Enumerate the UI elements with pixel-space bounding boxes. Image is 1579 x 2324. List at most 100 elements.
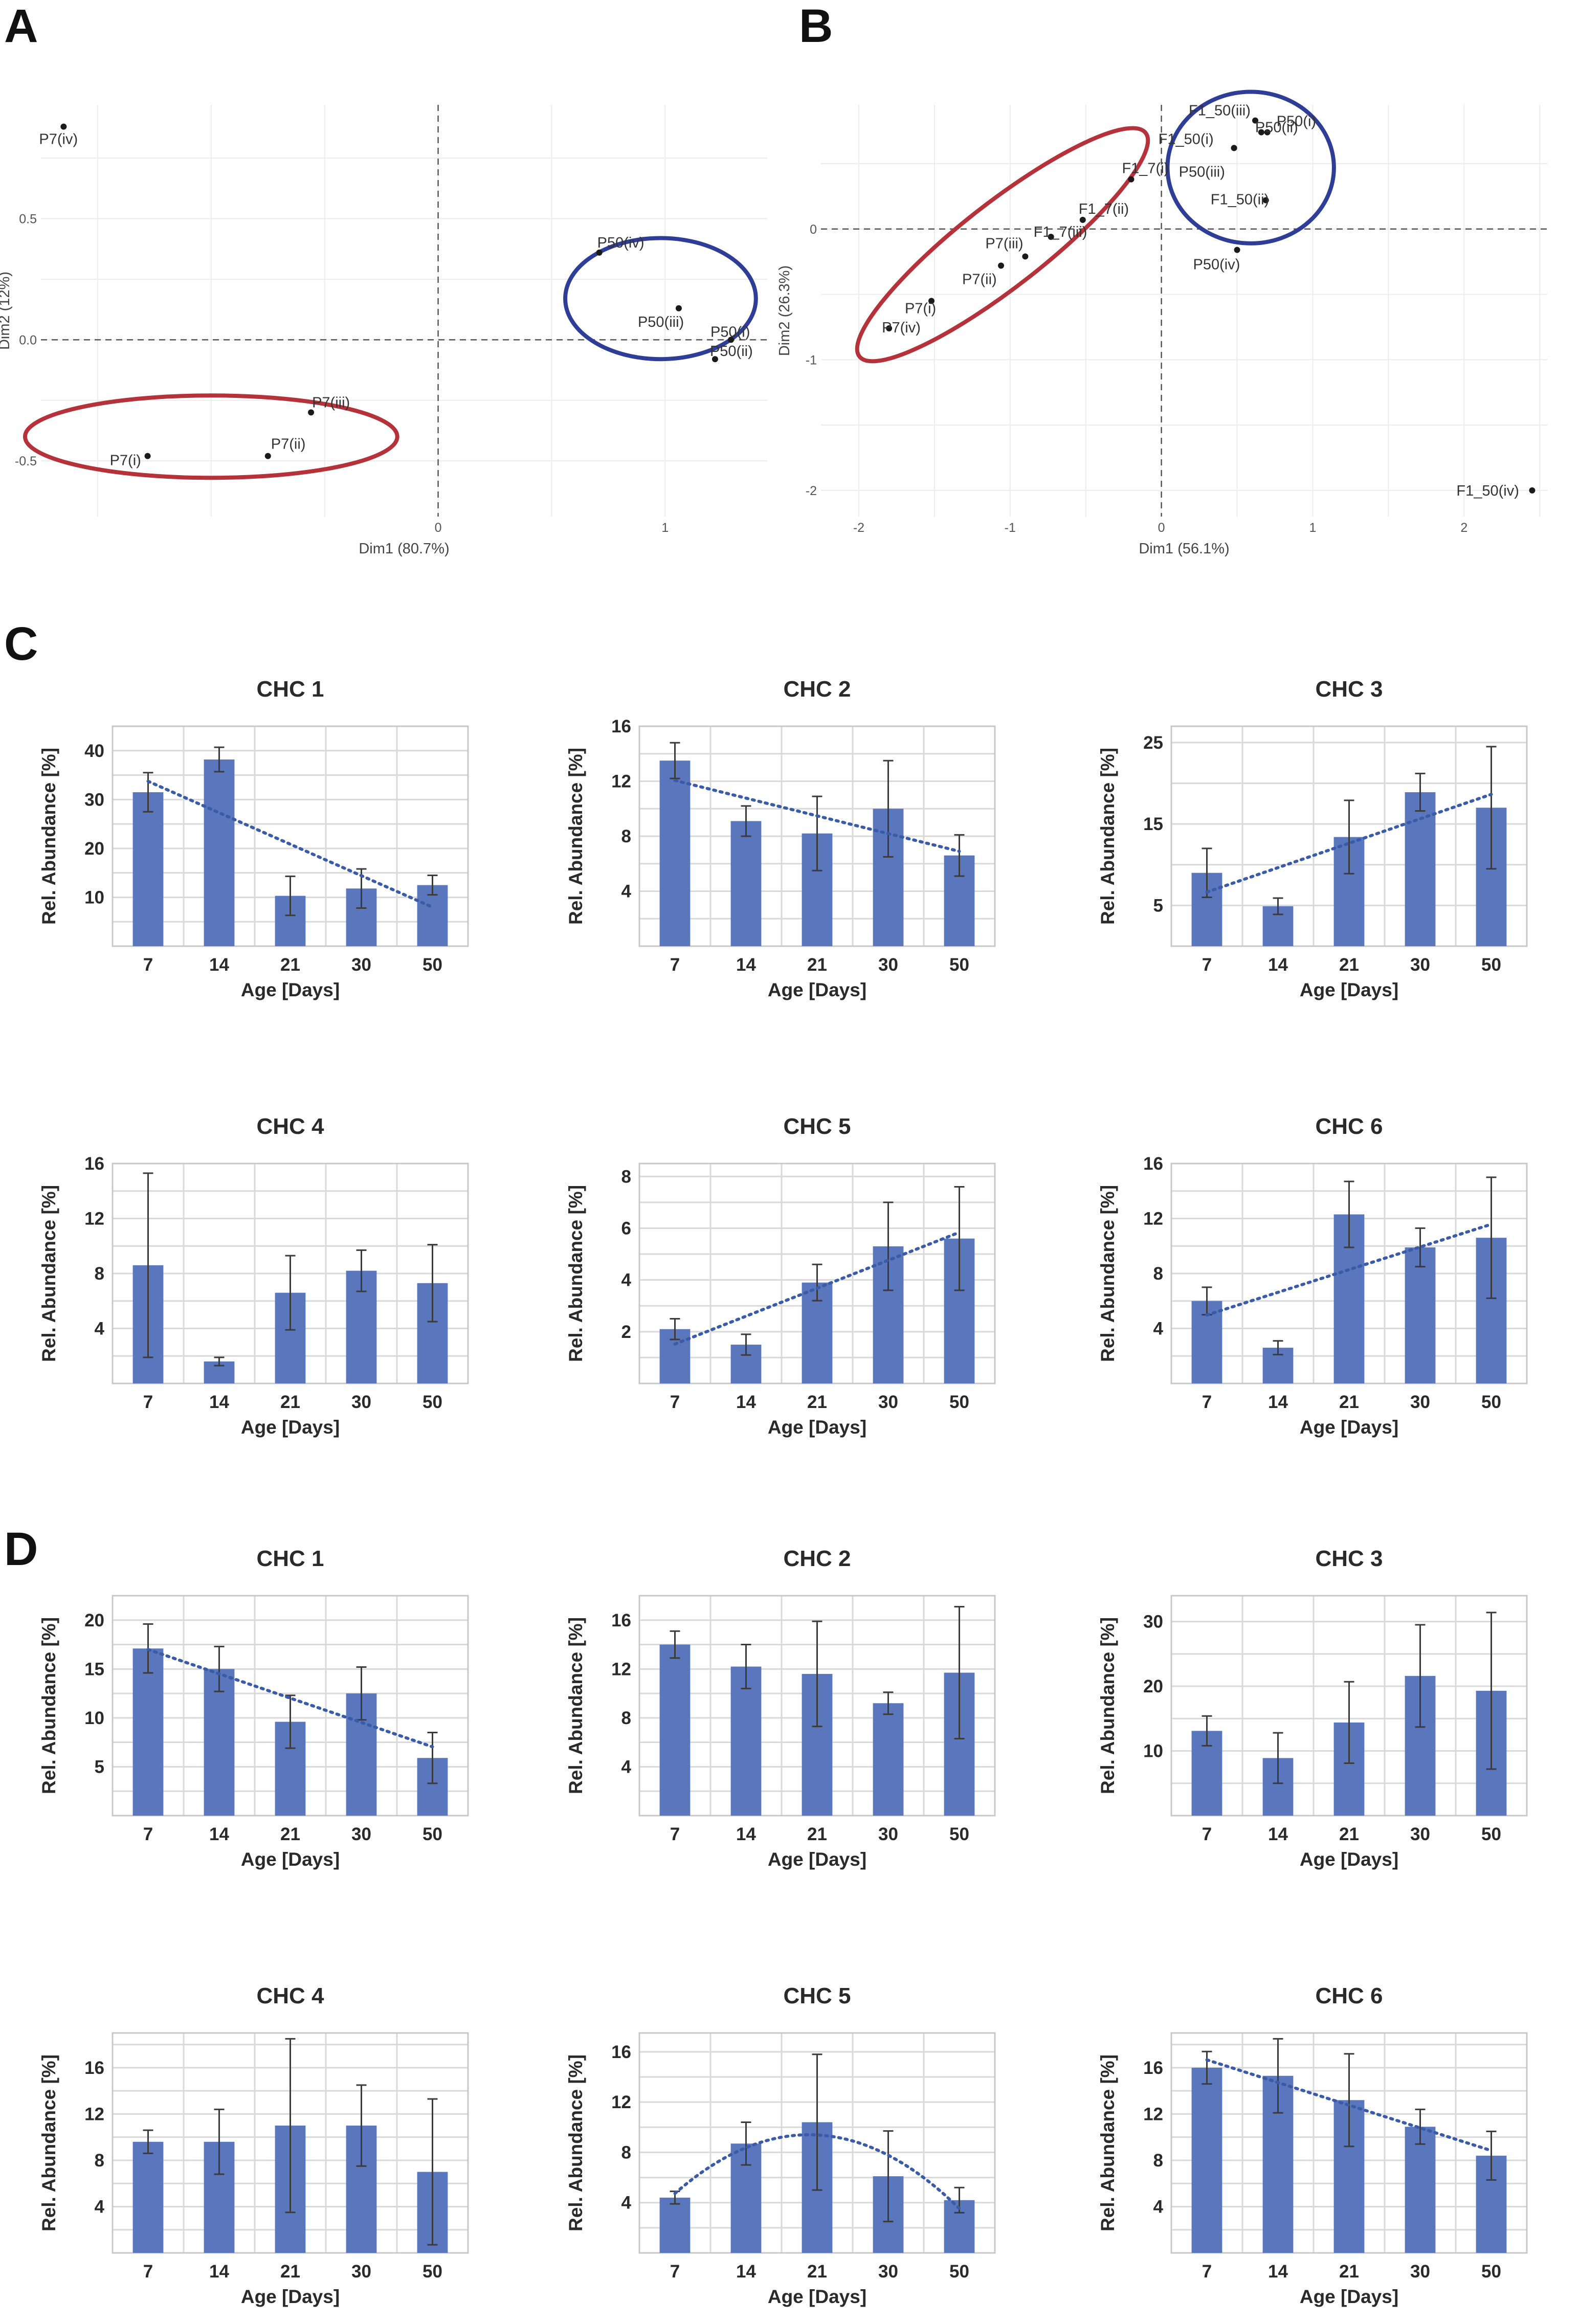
x-tick-label: 21 [280, 1392, 300, 1412]
point-label-p50-iii: P50(iii) [1179, 164, 1225, 180]
x-tick-label: 21 [1339, 955, 1359, 975]
x-tick-label: 14 [736, 955, 756, 975]
point-f1-7-i [1128, 176, 1135, 183]
bar-14 [204, 1669, 235, 1816]
point-label-p50-i: P50(i) [710, 324, 750, 340]
y-tick-label: -1 [806, 353, 817, 367]
bar-30 [1405, 1247, 1436, 1383]
y-tick-label: 4 [1153, 2197, 1164, 2217]
point-p50-iv [1234, 247, 1240, 253]
point-label-p7-iii: P7(iii) [312, 394, 350, 411]
plot-area [821, 105, 1547, 517]
y-tick-label: 12 [611, 2092, 631, 2112]
y-tick-label: 4 [621, 1757, 632, 1777]
y-tick-label: 4 [621, 1270, 632, 1290]
bar-7 [659, 1644, 691, 1816]
x-tick-label: 50 [422, 2262, 442, 2282]
chart-title: CHC 5 [783, 1983, 851, 2008]
x-tick-label: 7 [143, 955, 153, 975]
point-label-f1-7-i: F1_7(i) [1122, 161, 1169, 177]
point-label-f1-7-iii: F1_7(iii) [1034, 224, 1087, 240]
x-axis-label: Dim1 (80.7%) [359, 541, 449, 557]
x-tick-label: 14 [1268, 955, 1288, 975]
pca-panel-b: -2 -1 0 1 2 -2 -1 0 Dim1 (56.1%) Dim2 (26.3%) F1_5… [776, 90, 1547, 557]
y-tick-label: 5 [1153, 896, 1163, 915]
x-axis-label: Dim1 (56.1%) [1139, 541, 1229, 557]
point-label-p50-iii: P50(iii) [638, 314, 684, 330]
y-tick-label: 10 [84, 1708, 104, 1728]
y-axis-label: Dim2 (12%) [0, 272, 13, 350]
x-tick-label: 7 [670, 1392, 680, 1412]
x-tick-label: 2 [1460, 521, 1467, 535]
x-tick-label: 30 [351, 955, 371, 975]
x-tick-label: 14 [736, 1392, 756, 1412]
y-tick-label: -2 [806, 484, 817, 498]
x-tick-label: -1 [1005, 521, 1016, 535]
trend-line [1205, 793, 1493, 894]
y-tick-label: 8 [621, 1708, 631, 1728]
x-tick-label: 30 [878, 955, 898, 975]
y-axis-label: Rel. Abundance [%] [38, 748, 59, 925]
y-tick-label: 12 [611, 1659, 631, 1679]
bar-chart-c-chc-4: CHC 4 4 8 12 16 7 14 21 30 50 Age [Days] Rel. Abund… [38, 1114, 469, 1438]
x-tick-label: 21 [280, 2262, 300, 2282]
bar-chart-d-chc-4: CHC 4 4 8 12 16 7 14 21 30 50 Age [Days] Rel. Abund… [38, 1983, 469, 2307]
x-axis-label: Age [Days] [241, 1417, 340, 1438]
x-tick-label: 14 [736, 2262, 756, 2282]
x-tick-label: 1 [1309, 521, 1317, 535]
panel-label-a: A [4, 0, 38, 52]
bar-14 [204, 759, 235, 946]
x-tick-label: 30 [351, 1824, 371, 1844]
x-axis-label: Age [Days] [241, 1849, 340, 1870]
x-tick-label: 50 [1481, 1392, 1501, 1412]
point-label-p7-i: P7(i) [905, 300, 936, 317]
point-f1-7-iii [1048, 234, 1054, 240]
y-axis-label: Rel. Abundance [%] [38, 1185, 59, 1362]
group-ellipse-2 [563, 236, 758, 362]
y-tick-label: 15 [84, 1659, 104, 1679]
trend-line [1205, 1222, 1493, 1317]
point-label-p50-ii: P50(ii) [710, 343, 753, 360]
chart-title: CHC 2 [783, 677, 851, 702]
point-p7-iii [308, 409, 315, 416]
point-f1-50-ii [1262, 197, 1269, 204]
bar-30 [873, 1703, 904, 1816]
x-tick-label: 21 [807, 1824, 827, 1844]
y-tick-label: 4 [95, 2197, 105, 2217]
y-tick-label: 8 [621, 2142, 631, 2162]
x-tick-label: -2 [853, 521, 864, 535]
y-tick-label: 10 [1143, 1741, 1163, 1761]
point-p50-iii [1231, 145, 1237, 151]
y-tick-label: 20 [1143, 1677, 1163, 1696]
point-p50-ii [1258, 129, 1264, 136]
y-axis-label: Rel. Abundance [%] [1097, 1617, 1118, 1794]
x-tick-label: 0 [435, 521, 442, 535]
y-tick-label: 4 [621, 882, 632, 902]
y-tick-label: 20 [84, 839, 104, 859]
bar-chart-c-chc-6: CHC 6 4 8 12 16 7 14 21 30 50 Age [Days] Rel. Abund… [1097, 1114, 1528, 1438]
point-label-p7-ii: P7(ii) [271, 436, 306, 453]
y-tick-label: 16 [84, 1154, 104, 1174]
point-label-p7-iii: P7(iii) [985, 235, 1023, 252]
point-label-p50-iv: P50(iv) [1193, 257, 1240, 273]
point-label-p7-iv: P7(iv) [39, 131, 78, 148]
x-tick-label: 50 [949, 1824, 969, 1844]
x-axis-label: Age [Days] [1300, 979, 1398, 1000]
x-axis-label: Age [Days] [1300, 1417, 1398, 1438]
trend-line [673, 1231, 961, 1346]
bar-chart-d-chc-1: CHC 1 5 10 15 20 7 14 21 30 50 Age [Days] Rel. Abun… [38, 1546, 469, 1870]
bar-30 [1405, 2127, 1436, 2253]
trend-line [1205, 2058, 1493, 2152]
x-tick-label: 30 [351, 1392, 371, 1412]
x-tick-label: 14 [1268, 1392, 1288, 1412]
point-p50-ii [711, 356, 718, 363]
point-p7-i [928, 298, 935, 304]
bar-chart-c-chc-5: CHC 5 2 4 6 8 7 14 21 30 50 Age [Days] Rel. Abundan… [565, 1114, 996, 1438]
y-tick-label: 8 [621, 1167, 631, 1187]
y-tick-label: 30 [1143, 1612, 1163, 1632]
y-tick-label: 12 [1143, 2104, 1163, 2124]
chart-title: CHC 1 [256, 1546, 324, 1571]
x-tick-label: 7 [670, 2262, 680, 2282]
x-tick-label: 30 [1410, 955, 1430, 975]
